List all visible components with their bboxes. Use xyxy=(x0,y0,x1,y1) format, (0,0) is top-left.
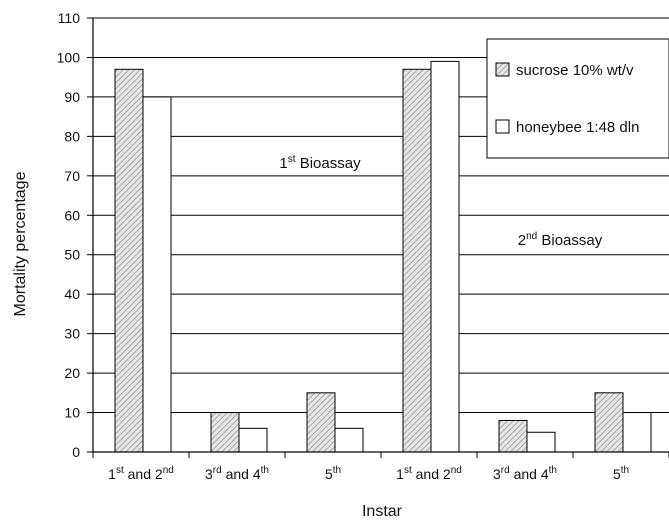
bar xyxy=(498,419,528,453)
x-axis-title: Instar xyxy=(362,503,403,520)
bar xyxy=(210,412,240,453)
x-category-label: 3rd and 4th xyxy=(493,465,557,482)
y-axis-title: Mortality percentage xyxy=(12,171,29,316)
legend-label: sucrose 10% wt/v xyxy=(516,62,634,79)
bioassay-annotation: 1st Bioassay xyxy=(279,154,361,172)
y-tick-label: 110 xyxy=(58,10,81,26)
y-tick-label: 80 xyxy=(64,128,80,144)
y-tick-label: 70 xyxy=(64,168,80,184)
legend-box xyxy=(486,38,669,159)
x-category-label: 5th xyxy=(613,465,629,482)
y-tick-label: 60 xyxy=(64,207,80,223)
legend-swatch xyxy=(495,119,510,134)
x-category-label: 3rd and 4th xyxy=(205,465,269,482)
bar xyxy=(594,392,624,453)
bar xyxy=(306,392,336,453)
bars xyxy=(114,60,652,453)
bioassay-annotation: 2nd Bioassay xyxy=(518,231,603,249)
bar xyxy=(622,412,652,453)
bar xyxy=(238,427,268,453)
x-category-label: 1st and 2nd xyxy=(396,465,462,482)
y-tick-label: 30 xyxy=(64,326,80,342)
y-tick-label: 90 xyxy=(64,89,80,105)
legend-label: honeybee 1:48 dln xyxy=(516,119,639,136)
bar xyxy=(430,60,460,453)
legend: sucrose 10% wt/v honeybee 1:48 dln xyxy=(486,38,669,159)
x-category-label: 5th xyxy=(325,465,341,482)
annotations: 1st Bioassay 2nd Bioassay xyxy=(279,154,602,249)
y-tick-labels: 0 10 20 30 40 50 60 70 80 90 100 110 xyxy=(57,10,81,460)
y-tick-label: 40 xyxy=(64,286,80,302)
x-category-labels: 1st and 2nd 3rd and 4th 5th 1st and 2nd 3rd … xyxy=(108,465,629,482)
x-category-label: 1st and 2nd xyxy=(108,465,174,482)
bar xyxy=(142,96,172,453)
bar xyxy=(402,68,432,453)
y-tick-label: 100 xyxy=(57,49,81,65)
bar xyxy=(526,431,556,453)
y-tick-label: 50 xyxy=(64,247,80,263)
legend-swatch xyxy=(495,62,510,77)
bar xyxy=(114,68,144,453)
y-tick-label: 0 xyxy=(72,444,80,460)
axes xyxy=(87,17,669,458)
y-tick-label: 20 xyxy=(64,365,80,381)
y-tick-label: 10 xyxy=(64,405,80,421)
bar xyxy=(334,427,364,453)
